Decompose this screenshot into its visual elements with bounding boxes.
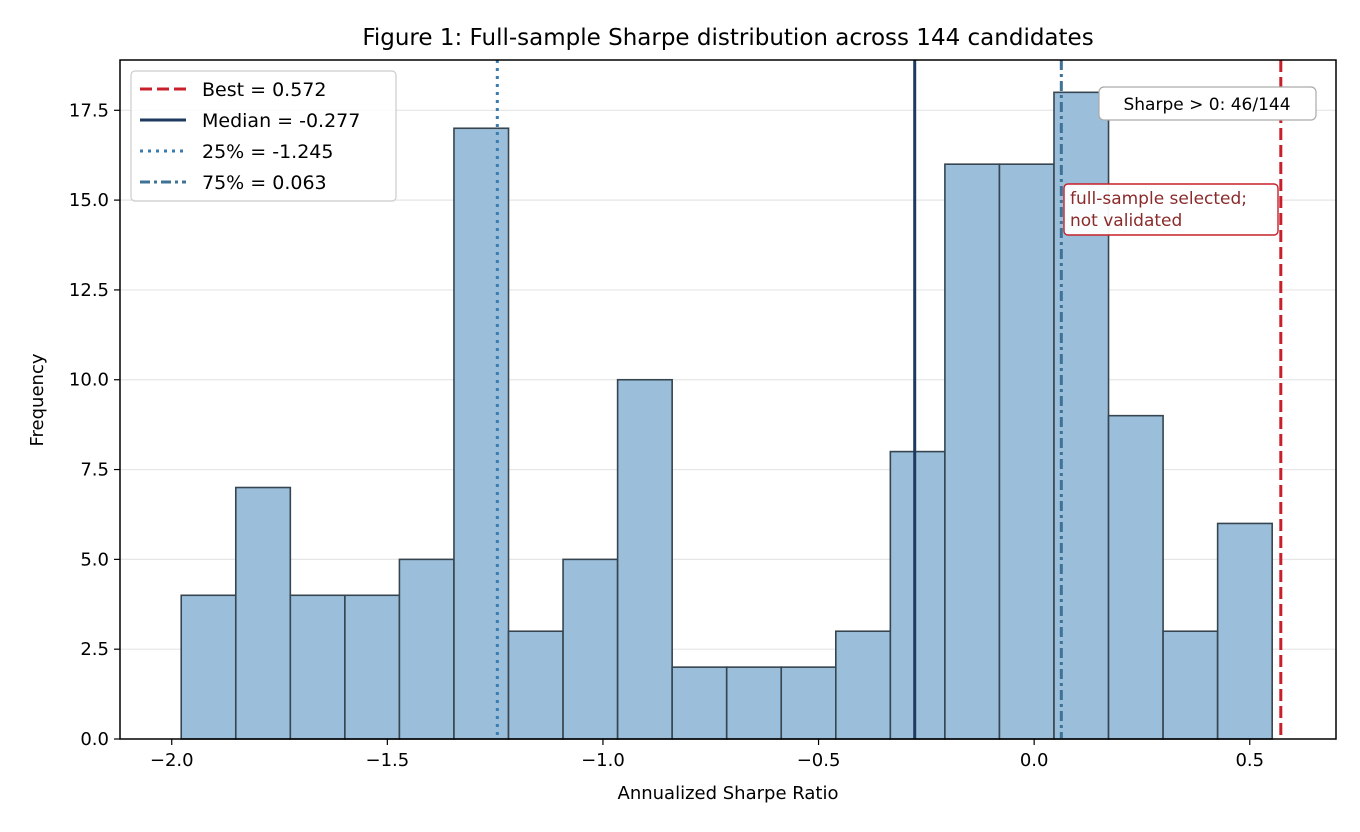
histogram-bar [671,666,728,740]
histogram-bar [344,594,401,740]
legend: Best = 0.572 Median = -0.277 25% = -1.245 7… [130,70,397,202]
y-tick-label: 2.5 [80,639,109,660]
best-note-line2: not validated [1070,211,1182,231]
histogram-bar [944,163,1001,740]
y-axis: 0.0 2.5 5.0 7.5 10.0 12.5 15.0 17.5 [69,100,120,750]
y-tick-label: 10.0 [69,370,109,391]
chart-title: Figure 1: Full-sample Sharpe distributio… [362,25,1093,51]
histogram-bar [1216,522,1273,740]
legend-label: 25% = -1.245 [202,141,333,163]
x-tick-label: −1.5 [365,750,409,771]
histogram-bar [998,163,1055,740]
y-axis-title: Frequency [27,353,48,446]
y-tick-label: 5.0 [80,549,109,570]
x-tick-label: −1.0 [581,750,625,771]
histogram-bar [780,666,837,740]
histogram-bar [234,486,292,740]
histogram-bar [507,630,564,740]
reference-lines [495,60,1283,739]
histogram-bar [725,666,783,740]
positive-count-box [1098,86,1317,121]
histogram-bar [562,558,619,740]
legend-label: Median = -0.277 [202,110,360,132]
histogram-bar [180,594,237,740]
legend-box [130,70,397,202]
x-tick-label: 0.0 [1020,750,1049,771]
best-note-annotation: full-sample selected; not validated [1063,183,1279,236]
y-tick-label: 12.5 [69,280,109,301]
y-tick-label: 15.0 [69,190,109,211]
y-tick-label: 7.5 [80,460,109,481]
histogram-bar [1107,414,1164,740]
y-tick-label: 0.0 [80,729,109,750]
x-tick-label: −2.0 [150,750,194,771]
best-note-line1: full-sample selected; [1070,189,1247,209]
best-note-box [1063,183,1279,236]
histogram-bar [835,630,892,740]
positive-count-annotation: Sharpe > 0: 46/144 [1098,86,1317,121]
x-tick-label: 0.5 [1235,750,1264,771]
plot-frame [119,59,1337,740]
legend-items: Best = 0.572 Median = -0.277 25% = -1.245 7… [140,79,360,194]
histogram-bar [453,127,510,740]
y-tick-label: 17.5 [69,100,109,121]
x-axis-title: Annualized Sharpe Ratio [618,783,839,804]
legend-label: 75% = 0.063 [202,172,327,194]
x-axis: −2.0 −1.5 −1.0 −0.5 0.0 0.5 [150,739,1264,771]
positive-count-text: Sharpe > 0: 46/144 [1123,95,1290,115]
histogram-bar [616,378,673,740]
legend-label: Best = 0.572 [202,79,326,101]
histogram-bar [289,594,346,740]
x-tick-label: −0.5 [797,750,841,771]
histogram-bar [889,450,946,740]
histogram-bar [1162,630,1219,740]
histogram-bar [398,558,455,740]
histogram-bars [180,91,1273,740]
